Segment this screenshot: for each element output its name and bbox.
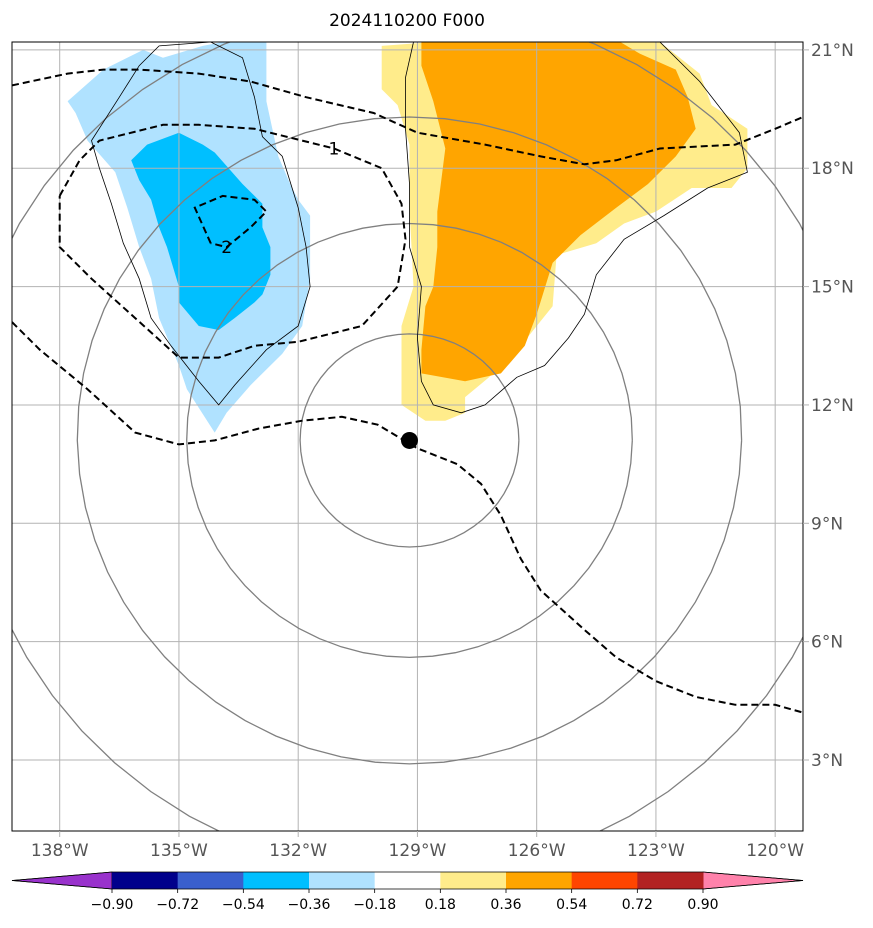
- colorbar-bin: [637, 872, 704, 889]
- x-axis-ticks: 138°W 135°W 132°W 129°W 126°W 123°W 120°W: [31, 831, 804, 861]
- colorbar-tick-label: 0.54: [556, 897, 587, 913]
- colorbar-bin: [243, 872, 310, 889]
- colorbar-tick-label: 0.18: [425, 897, 456, 913]
- colorbar-tick-labels: −0.90 −0.72 −0.54 −0.36 −0.18 0.18 0.36 0.54 0.7…: [91, 889, 719, 913]
- y-tick-label: 3°N: [811, 751, 843, 771]
- x-tick-label: 120°W: [746, 841, 804, 861]
- colorbar-bin: [177, 872, 244, 889]
- center-dot: [400, 431, 418, 449]
- range-ring: [186, 222, 633, 659]
- y-tick-label: 6°N: [811, 633, 843, 653]
- shaded-region-1: [131, 132, 271, 330]
- colorbar-tick-label: 0.90: [687, 897, 718, 913]
- colorbar-tick-label: 0.72: [622, 897, 653, 913]
- x-tick-label: 135°W: [150, 841, 208, 861]
- colorbar-bin: [506, 872, 573, 889]
- range-ring: [299, 333, 520, 548]
- colorbar-bin: [440, 872, 507, 889]
- range-rings: [12, 42, 803, 831]
- colorbar-tick-label: −0.54: [222, 897, 265, 913]
- y-tick-label: 15°N: [811, 278, 854, 298]
- y-tick-label: 18°N: [811, 159, 854, 179]
- range-ring: [12, 42, 803, 831]
- chart-title: 2024110200 F000: [329, 11, 485, 31]
- colorbar-tick-label: −0.72: [156, 897, 199, 913]
- colorbar-tick-label: −0.36: [288, 897, 331, 913]
- x-tick-label: 129°W: [389, 841, 447, 861]
- contour-label: 1: [329, 140, 340, 160]
- dashed-contour: [58, 123, 407, 359]
- x-tick-label: 138°W: [31, 841, 89, 861]
- plot-area: 12: [12, 42, 803, 831]
- colorbar-bin: [571, 872, 638, 889]
- lat-lon-grid: [12, 42, 803, 831]
- colorbar-extend-low: [11, 871, 113, 890]
- thin-outline: [405, 42, 748, 414]
- dashed-contour: [12, 321, 803, 714]
- x-tick-label: 123°W: [627, 841, 685, 861]
- y-axis-ticks: 3°N 6°N 9°N 12°N 15°N 18°N 21°N: [803, 41, 854, 771]
- y-tick-label: 21°N: [811, 41, 854, 61]
- dashed-contours: 12: [12, 68, 803, 714]
- x-tick-label: 132°W: [269, 841, 327, 861]
- storm-center-marker: [400, 431, 418, 449]
- colorbar-tick-label: −0.18: [353, 897, 396, 913]
- colorbar-tick-label: 0.36: [490, 897, 521, 913]
- y-tick-label: 12°N: [811, 396, 854, 416]
- colorbar-bin: [374, 872, 441, 889]
- range-ring: [76, 116, 743, 765]
- plot-frame: [11, 41, 804, 832]
- colorbar-bin: [112, 872, 179, 889]
- colorbar-tick-label: −0.90: [91, 897, 134, 913]
- colorbar-extend-high: [702, 871, 804, 890]
- x-tick-label: 126°W: [508, 841, 566, 861]
- colorbar: [11, 871, 804, 890]
- dashed-contour: [193, 194, 268, 249]
- colorbar-bin: [309, 872, 376, 889]
- y-tick-label: 9°N: [811, 514, 843, 534]
- contour-label: 2: [221, 238, 232, 258]
- dashed-contour: [12, 68, 803, 166]
